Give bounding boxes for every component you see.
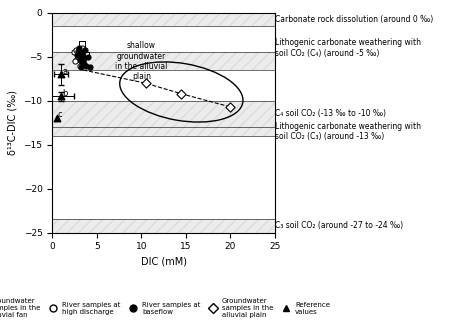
Point xyxy=(75,46,82,51)
Point xyxy=(82,47,89,52)
Point xyxy=(77,64,84,69)
Point xyxy=(73,53,81,58)
Text: a: a xyxy=(63,67,67,76)
Point xyxy=(53,116,60,121)
Point xyxy=(74,54,82,59)
Point xyxy=(79,59,86,65)
Text: Lithogenic carbonate weathering with
soil CO₂ (C₄) (around -5 ‰): Lithogenic carbonate weathering with soi… xyxy=(275,38,421,58)
Legend: Groundwater
samples in the
alluvial fan, River samples at
high discharge, River : Groundwater samples in the alluvial fan,… xyxy=(0,297,331,319)
Text: C₄ soil CO₂ (-13 ‰ to -10 ‰): C₄ soil CO₂ (-13 ‰ to -10 ‰) xyxy=(275,109,386,119)
Point xyxy=(78,46,85,51)
Point xyxy=(80,53,87,58)
Text: c: c xyxy=(58,110,63,120)
Text: shallow
groundwater
in the alluvial
plain: shallow groundwater in the alluvial plai… xyxy=(115,41,167,81)
Point xyxy=(78,41,85,46)
Point xyxy=(76,63,83,68)
Point xyxy=(77,59,84,64)
Text: b: b xyxy=(63,89,68,98)
Bar xyxy=(52,127,275,136)
Point xyxy=(80,59,87,64)
Point xyxy=(80,61,87,67)
Point xyxy=(77,54,84,59)
Point xyxy=(79,51,86,56)
Point xyxy=(78,50,85,55)
Text: Carbonate rock dissolution (around 0 ‰): Carbonate rock dissolution (around 0 ‰) xyxy=(275,15,433,24)
Bar xyxy=(52,219,275,233)
Point xyxy=(74,48,82,53)
Text: C₃ soil CO₂ (around -27 to -24 ‰): C₃ soil CO₂ (around -27 to -24 ‰) xyxy=(275,221,403,230)
Bar xyxy=(52,52,275,70)
Point xyxy=(81,61,88,67)
Point xyxy=(75,56,82,61)
Point xyxy=(86,65,93,70)
Point xyxy=(76,56,83,61)
Y-axis label: δ¹³C-DIC (‰): δ¹³C-DIC (‰) xyxy=(8,90,18,155)
X-axis label: DIC (mM): DIC (mM) xyxy=(140,257,187,267)
Point xyxy=(178,91,185,96)
Point xyxy=(57,94,65,99)
Point xyxy=(77,50,84,55)
Point xyxy=(227,104,234,109)
Point xyxy=(57,72,65,77)
Point xyxy=(75,53,82,58)
Point xyxy=(80,54,87,59)
Point xyxy=(71,50,78,55)
Point xyxy=(82,53,90,58)
Text: Lithogenic carbonate weathering with
soil CO₂ (C₃) (around -13 ‰): Lithogenic carbonate weathering with soi… xyxy=(275,122,421,141)
Bar xyxy=(52,101,275,127)
Point xyxy=(72,59,79,64)
Point xyxy=(73,47,80,52)
Point xyxy=(142,81,149,86)
Point xyxy=(73,56,81,61)
Point xyxy=(82,63,90,68)
Bar xyxy=(52,13,275,26)
Point xyxy=(84,54,91,59)
